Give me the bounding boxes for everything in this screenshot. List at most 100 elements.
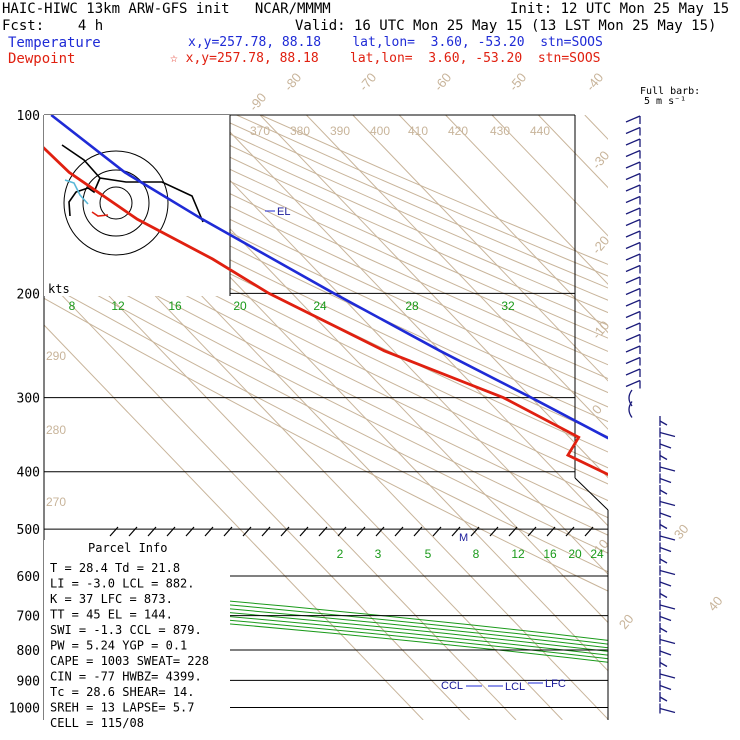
hatch-mark [527, 526, 537, 537]
mixing-ratio-labels: 2 3 5 8 12 16 20 24 [337, 547, 604, 561]
barb-staff [659, 431, 676, 438]
barb-staff [659, 581, 672, 587]
hodograph-ring [63, 150, 169, 256]
hodograph-speed-label: 32 [501, 299, 515, 313]
barb-staff [659, 661, 668, 668]
dewpoint-legend: Dewpoint [8, 51, 76, 67]
isotherm-label: -10 [589, 318, 613, 342]
hodograph-trace-low-levels [64, 179, 89, 205]
wind-barb [659, 519, 668, 530]
isotherm-line [491, 115, 608, 237]
pressure-tick-label: 100 [17, 109, 40, 124]
wind-barb [625, 287, 641, 297]
parcel-info-row: CAPE = 1003 SWEAT= 228 [50, 654, 209, 668]
barb-staff [625, 207, 641, 215]
hodograph-inset: kts [44, 115, 231, 296]
isotherm-line [445, 115, 608, 285]
dry-adiabat-line [44, 234, 608, 519]
dry-adiabat-line [44, 115, 608, 380]
parcel-info-panel: Parcel Info [44, 540, 230, 720]
wind-barb [625, 161, 641, 170]
barb-staff [625, 310, 641, 319]
barb-staff [659, 569, 676, 576]
hatch-mark [375, 526, 385, 537]
dry-adiabat-line [44, 205, 608, 485]
model-title: HAIC-HIWC 13km ARW-GFS init NCAR/MMMM [2, 1, 331, 17]
wind-barb [625, 310, 641, 320]
wind-barb [659, 450, 668, 461]
wind-barb [625, 207, 641, 216]
barb-note: Full barb: [640, 86, 701, 97]
parcel-info-row: CELL = 115/08 [50, 716, 144, 730]
barb-staff [659, 650, 672, 656]
dewpoint-location: ☆ x,y=257.78, 88.18 lat,lon= 3.60, -53.2… [170, 51, 601, 66]
wind-barb [659, 427, 676, 438]
wind-barb [625, 138, 641, 147]
barb-staff [659, 615, 672, 622]
dry-adiabat-line [44, 220, 608, 502]
wind-barb [625, 241, 641, 251]
hatch-mark [318, 526, 328, 537]
hatch-mark [223, 526, 233, 537]
barb-staff [625, 149, 641, 158]
barb-staff [659, 707, 676, 714]
theta-label: 430 [490, 124, 510, 138]
dry-adiabat-line [68, 115, 608, 366]
dewpoint-profile [44, 146, 608, 477]
isotherm-line [166, 115, 608, 575]
dry-adiabat-line [236, 115, 608, 277]
wind-barb [659, 508, 672, 518]
wind-barb [625, 333, 641, 343]
theta-label: 400 [370, 124, 390, 138]
barb-staff [625, 345, 641, 353]
wind-barb [659, 600, 676, 610]
pressure-tick-label: 1000 [9, 701, 40, 716]
wind-barb [625, 345, 641, 354]
temperature-profile [50, 115, 608, 440]
wind-barb [625, 264, 641, 274]
barb-staff [659, 684, 672, 691]
hatch-mark [565, 526, 575, 537]
parcel-info-title: Parcel Info [88, 541, 167, 555]
barb-staff [625, 241, 641, 250]
isotherm-label: -60 [431, 70, 455, 94]
mixing-ratio-label: 2 [337, 547, 344, 561]
barb-staff [659, 604, 676, 610]
barb-staff [625, 138, 641, 146]
barb-staff [625, 299, 641, 307]
wind-barb [625, 172, 641, 182]
mixing-ratio-label: 5 [425, 547, 432, 561]
barb-staff [625, 161, 641, 169]
wind-barb [659, 623, 668, 633]
mixing-ratio-label: 24 [590, 547, 604, 561]
hatch-mark [280, 526, 290, 537]
dry-adiabat-line [44, 126, 608, 394]
valid-time: Valid: 16 UTC Mon 25 May 15 (13 LST Mon … [295, 18, 717, 34]
isotherm-line [44, 275, 470, 720]
lfc-label: LFC [545, 678, 566, 690]
barb-curve [628, 401, 633, 418]
parcel-info-row: K = 37 LFC = 873. [50, 592, 173, 606]
temperature-location: x,y=257.78, 88.18 lat,lon= 3.60, -53.20 … [188, 35, 603, 50]
barb-staff [659, 696, 668, 702]
parcel-info-row: SWI = -1.3 CCL = 879. [50, 623, 202, 637]
barb-units: 5 m s⁻¹ [644, 96, 687, 107]
isotherm-label: -80 [281, 70, 305, 94]
parcel-info-row: PW = 5.24 YGP = 0.1 [50, 639, 187, 653]
isotherm-line [44, 324, 424, 720]
hatch-mark [546, 526, 556, 537]
hodograph-speed-label: 16 [168, 299, 182, 313]
isotherm-label: 30 [671, 521, 692, 542]
dry-adiabat-line [260, 115, 608, 265]
hatch-mark [128, 526, 138, 537]
wind-barb [659, 485, 668, 495]
hatch-mark [204, 526, 214, 537]
hatch-mark [147, 526, 157, 537]
parcel-info-rows: T = 28.4 Td = 21.8 LI = -3.0 LCL = 882.K … [50, 561, 209, 730]
wind-barb [659, 703, 676, 714]
isotherm-line [398, 115, 608, 334]
barb-staff [625, 264, 641, 273]
theta-label: 280 [46, 423, 66, 437]
isotherm-label: 20 [616, 611, 637, 632]
barb-staff [659, 535, 676, 541]
